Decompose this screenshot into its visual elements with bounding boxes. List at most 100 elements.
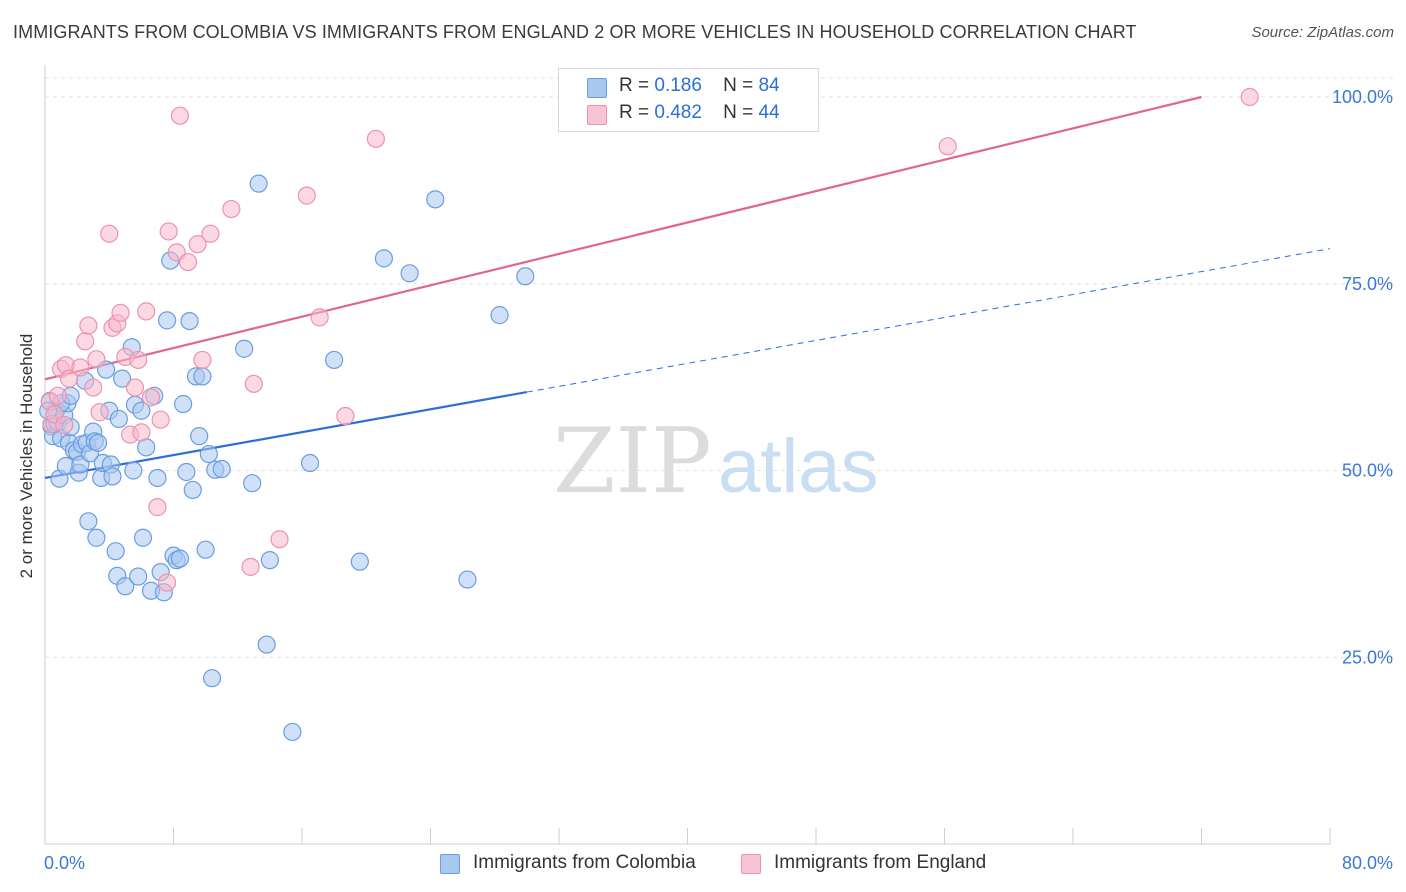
england-point	[141, 388, 161, 407]
y-tick-label-75: 75.0%	[1342, 274, 1393, 294]
colombia-point	[133, 528, 153, 547]
legend-swatch-colombia	[587, 78, 607, 98]
colombia-point	[199, 444, 218, 464]
colombia-point	[148, 468, 167, 488]
colombia-point	[516, 267, 535, 286]
england-point	[148, 498, 167, 517]
england-trend-line	[44, 95, 1202, 381]
england-point	[241, 557, 260, 576]
colombia-trend-line	[44, 390, 528, 480]
bottom-legend-swatch-england	[741, 854, 761, 874]
trend-lines	[44, 95, 1331, 480]
england-point	[270, 530, 289, 549]
colombia-point	[400, 264, 419, 283]
watermark-zip: ZIP	[553, 409, 712, 514]
colombia-point	[106, 542, 125, 561]
colombia-point	[283, 722, 302, 742]
watermark-atlas: atlas	[718, 424, 879, 509]
legend-r-label: R =	[619, 102, 650, 123]
colombia-point	[109, 409, 128, 429]
england-point	[151, 410, 170, 429]
colombia-point	[212, 459, 231, 479]
england-point	[87, 350, 106, 369]
england-point	[938, 137, 957, 156]
data-points	[39, 87, 1259, 742]
england-point	[157, 573, 177, 592]
legend-text-england: R = 0.482 N = 44	[619, 102, 780, 124]
england-point	[297, 186, 316, 205]
bottom-legend-label-england: Immigrants from England	[774, 852, 987, 873]
x-tick-label-max: 80.0%	[1342, 853, 1393, 873]
colombia-point	[157, 311, 177, 330]
england-point	[90, 403, 109, 422]
england-point	[76, 332, 95, 351]
england-point	[188, 235, 207, 254]
colombia-point	[196, 540, 215, 559]
bottom-legend-swatch-colombia	[440, 854, 460, 874]
y-tick-labels: 25.0% 50.0% 75.0% 100.0%	[1332, 87, 1393, 667]
england-point	[84, 378, 103, 397]
legend-n-label: N =	[723, 75, 754, 96]
colombia-point	[180, 312, 199, 331]
colombia-point	[260, 551, 279, 570]
colombia-point	[177, 462, 196, 482]
england-point	[159, 222, 178, 241]
england-point	[137, 302, 156, 321]
legend-text-colombia: R = 0.186 N = 84	[619, 75, 780, 97]
england-point	[310, 308, 329, 327]
colombia-point	[112, 369, 132, 388]
legend-r-value: 0.186	[654, 75, 702, 96]
england-point	[201, 224, 220, 243]
colombia-point	[249, 174, 268, 193]
colombia-point	[88, 433, 108, 452]
colombia-point	[170, 549, 190, 568]
colombia-point	[325, 350, 344, 370]
legend-n-value: 44	[758, 102, 780, 123]
chart-title: IMMIGRANTS FROM COLOMBIA VS IMMIGRANTS F…	[13, 22, 1137, 42]
colombia-point	[116, 577, 135, 596]
colombia-point	[490, 306, 509, 325]
legend-box: R = 0.186 N = 84 R = 0.482 N = 44	[558, 68, 819, 132]
watermark: ZIP atlas	[553, 409, 879, 514]
legend-r-value: 0.482	[654, 102, 702, 123]
england-point	[79, 316, 98, 335]
colombia-point	[426, 190, 445, 209]
england-point	[59, 369, 79, 388]
england-point	[222, 199, 241, 219]
x-tick-label-min: 0.0%	[44, 853, 85, 873]
colombia-point	[124, 461, 143, 480]
colombia-point	[300, 453, 320, 473]
england-point	[71, 358, 90, 377]
colombia-point	[257, 635, 276, 654]
england-point	[125, 378, 145, 397]
colombia-point	[202, 669, 222, 688]
y-tick-label-100: 100.0%	[1332, 87, 1393, 107]
bottom-legend-label-colombia: Immigrants from Colombia	[473, 852, 696, 873]
england-point	[48, 386, 67, 405]
colombia-point	[87, 528, 106, 547]
colombia-point	[132, 401, 151, 420]
colombia-point	[190, 427, 209, 446]
axes	[44, 65, 1331, 845]
colombia-point	[458, 570, 477, 589]
colombia-point	[129, 567, 148, 586]
y-tick-label-25: 25.0%	[1342, 647, 1393, 667]
england-point	[366, 129, 385, 148]
legend-swatch-england	[587, 105, 607, 125]
england-point	[1240, 87, 1259, 107]
colombia-point	[174, 394, 193, 414]
source-label: Source: ZipAtlas.com	[1251, 24, 1394, 41]
england-point	[129, 350, 148, 370]
colombia-point	[183, 480, 202, 500]
colombia-point	[374, 249, 394, 268]
england-point	[193, 350, 212, 370]
colombia-point	[243, 474, 262, 493]
colombia-trend-extension	[526, 248, 1331, 393]
colombia-point	[350, 552, 369, 571]
y-axis-label: 2 or more Vehicles in Household	[17, 333, 36, 579]
england-point	[336, 406, 355, 426]
legend-r-label: R =	[619, 75, 650, 96]
colombia-point	[79, 512, 98, 531]
colombia-point	[193, 367, 212, 386]
